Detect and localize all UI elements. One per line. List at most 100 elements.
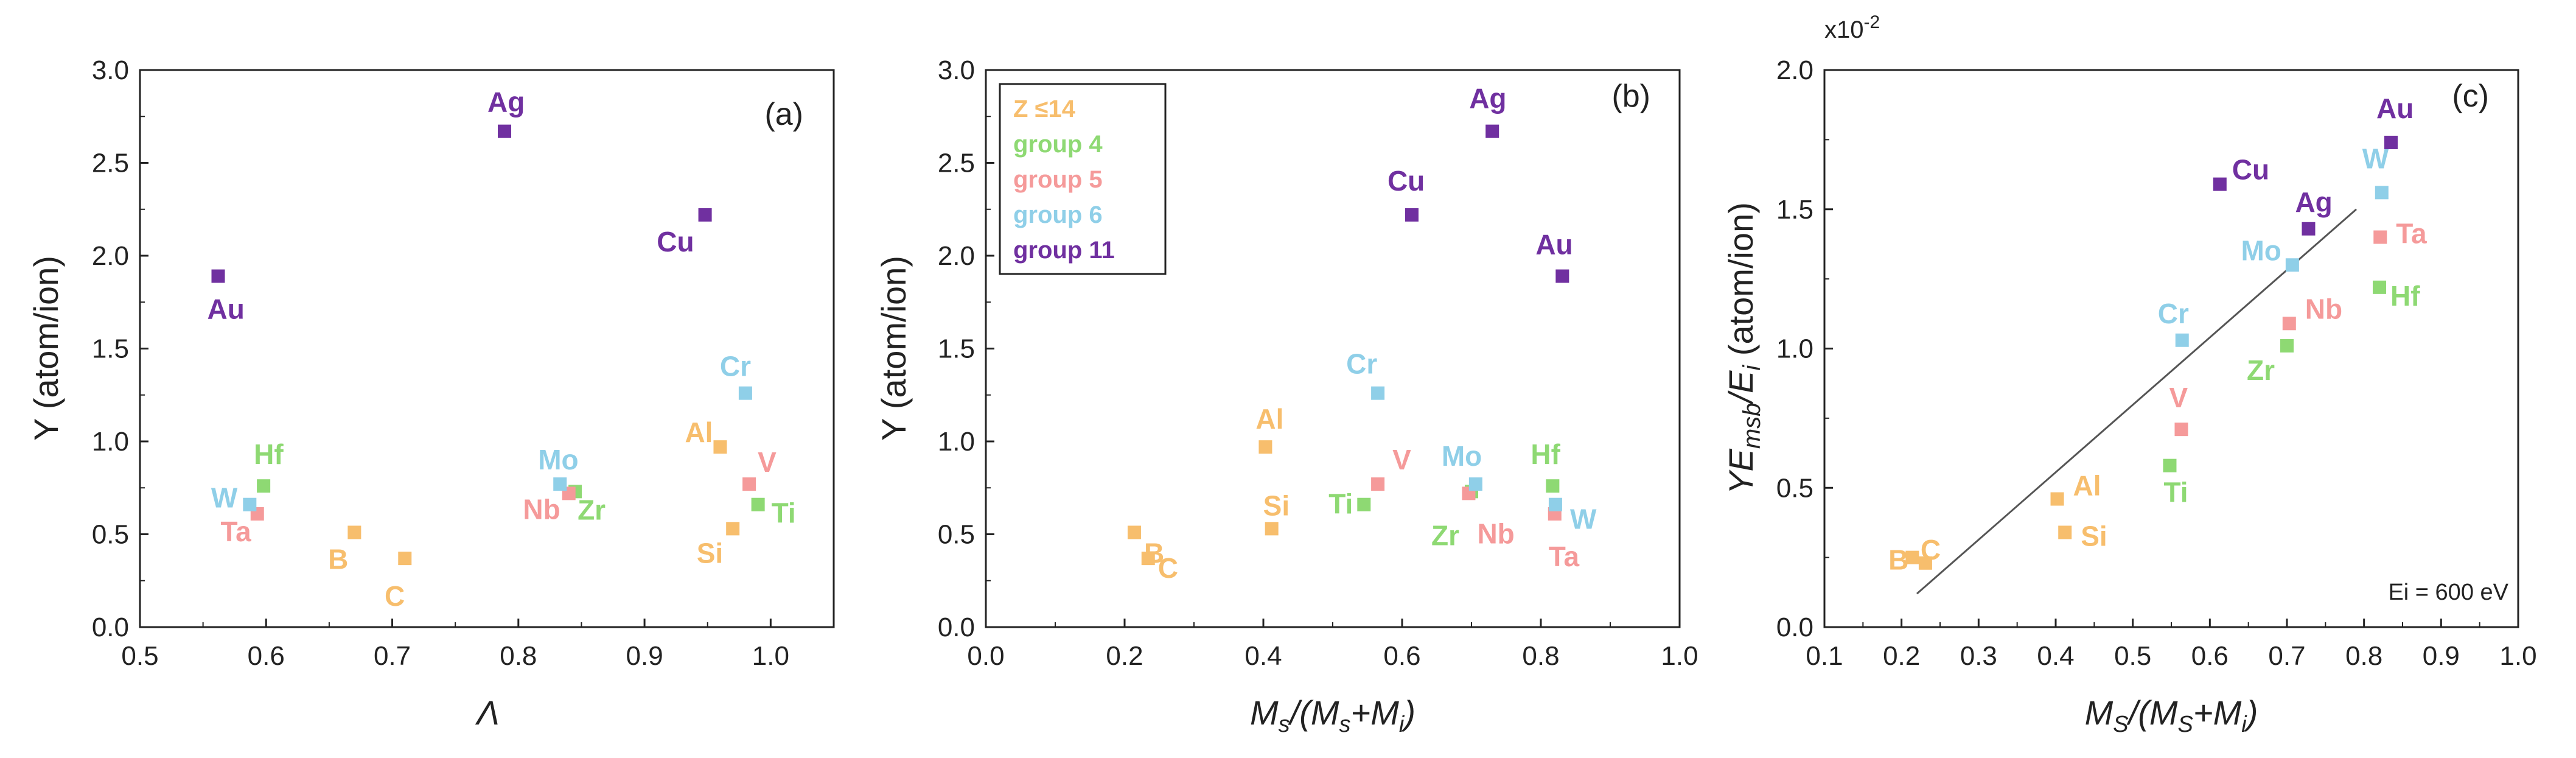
data-point-mo (2285, 258, 2299, 272)
y-tick-label: 1.5 (1776, 195, 1813, 225)
point-label-c: C (385, 580, 405, 612)
point-label-au: Au (208, 293, 245, 325)
point-label-ag: Ag (2295, 186, 2332, 218)
point-label-w: W (211, 482, 238, 514)
point-label-cr: Cr (1346, 348, 1377, 380)
legend-entry: group 4 (1013, 131, 1103, 158)
x-tick-label: 0.7 (374, 641, 411, 671)
data-point-v (1371, 477, 1385, 491)
legend-entry: group 5 (1013, 166, 1103, 193)
point-label-al: Al (1255, 403, 1283, 435)
data-point-al (713, 440, 727, 454)
legend: Z ≤14 group 4 group 5 group 6 group 11 (999, 83, 1167, 275)
point-label-cu: Cu (1387, 165, 1425, 197)
x-tick-label: 0.6 (1383, 641, 1420, 671)
x-tick-label: 0.8 (2345, 641, 2382, 671)
data-point-ag (1485, 124, 1499, 138)
data-point-al (1258, 440, 1272, 454)
point-label-ta: Ta (220, 516, 251, 547)
point-label-si: Si (2081, 520, 2107, 552)
data-point-ti (751, 497, 765, 511)
y-tick-label: 2.5 (938, 149, 975, 178)
data-point-ti (2163, 458, 2177, 472)
point-label-cu: Cu (657, 226, 694, 258)
point-label-si: Si (1263, 490, 1290, 521)
panel-label-b: (b) (1611, 79, 1650, 114)
point-label-ag: Ag (487, 86, 525, 118)
legend-entry: Z ≤14 (1013, 96, 1076, 122)
data-point-si (1265, 522, 1279, 536)
point-label-hf: Hf (2390, 280, 2420, 312)
x-tick-label: 0.5 (2114, 641, 2151, 671)
data-point-au (211, 269, 225, 283)
data-point-b (1127, 525, 1141, 539)
y-axis-label-b: Y (atom/ion) (874, 256, 913, 441)
x-tick-label: 0.7 (2268, 641, 2305, 671)
x-tick-label: 0.9 (626, 641, 663, 671)
data-point-ta (2373, 230, 2387, 244)
x-tick-label: 0.5 (121, 641, 158, 671)
point-label-al: Al (2073, 470, 2101, 502)
x-tick-label: 0.4 (1244, 641, 1282, 671)
y-axis-exponent: x10-2 (1824, 12, 1880, 43)
point-label-ta: Ta (2396, 218, 2427, 250)
point-label-zr: Zr (2247, 354, 2275, 386)
data-point-mo (1468, 477, 1482, 491)
y-tick-label: 1.0 (938, 427, 975, 457)
x-tick-label: 0.9 (2423, 641, 2460, 671)
data-point-zr (2280, 339, 2294, 353)
y-tick-label: 2.0 (92, 241, 129, 271)
panel-a: (a) Λ Y (atom/ion) 0.5 0.6 0.7 0.8 0.9 1.0 0.0… (27, 55, 835, 732)
x-tick-label: 1.0 (2499, 641, 2536, 671)
point-label-w: W (1570, 504, 1597, 535)
data-point-au (1555, 269, 1569, 283)
data-point-w (1548, 497, 1562, 511)
x-axis-label-c: MS/(MS+Mi) (2085, 693, 2258, 737)
data-point-v (742, 477, 756, 491)
y-tick-label: 2.0 (938, 241, 975, 271)
point-label-v: V (758, 446, 777, 478)
data-point-nb (2282, 317, 2296, 331)
point-label-hf: Hf (1531, 438, 1560, 470)
point-label-cr: Cr (2158, 298, 2189, 329)
y-tick-label: 0.5 (938, 520, 975, 550)
data-point-hf (257, 479, 271, 493)
data-point-b (1905, 550, 1919, 564)
data-point-cr (1371, 386, 1385, 400)
panel-b: (b) Ms/(Ms+Mi) Y (atom/ion) Z ≤14 group 4… (874, 55, 1698, 737)
x-tick-label: 1.0 (1661, 641, 1698, 671)
point-label-au: Au (1535, 229, 1572, 261)
y-tick-label: 0.0 (938, 612, 975, 642)
data-point-al (2050, 492, 2064, 506)
y-tick-label: 0.0 (1776, 612, 1813, 642)
y-tick-label: 0.0 (92, 612, 129, 642)
panel-label-c: (c) (2452, 79, 2489, 114)
x-tick-label: 0.6 (248, 641, 285, 671)
data-point-c (1141, 552, 1155, 566)
y-tick-label: 2.0 (1776, 55, 1813, 85)
data-point-mo (553, 477, 567, 491)
y-tick-label: 1.5 (92, 334, 129, 364)
y-tick-label: 1.5 (938, 334, 975, 364)
y-tick-label: 1.0 (92, 427, 129, 457)
point-label-c: C (1158, 552, 1178, 584)
point-label-mo: Mo (538, 444, 578, 476)
x-tick-label: 0.4 (2037, 641, 2074, 671)
data-point-ag (498, 124, 512, 138)
data-point-si (726, 522, 740, 536)
y-tick-label: 3.0 (92, 55, 129, 85)
data-point-w (243, 497, 257, 511)
fit-line (1916, 208, 2357, 595)
point-label-cr: Cr (720, 351, 751, 382)
x-tick-label: 0.3 (1960, 641, 1997, 671)
point-label-v: V (2169, 382, 2188, 413)
point-label-v: V (1392, 444, 1411, 476)
point-label-au: Au (2376, 93, 2414, 124)
data-point-au (2384, 135, 2398, 149)
data-point-ti (1357, 497, 1371, 511)
data-point-cr (738, 386, 752, 400)
point-label-nb: Nb (523, 493, 560, 525)
y-tick-label: 0.5 (92, 520, 129, 550)
panel-label-a: (a) (764, 97, 803, 132)
